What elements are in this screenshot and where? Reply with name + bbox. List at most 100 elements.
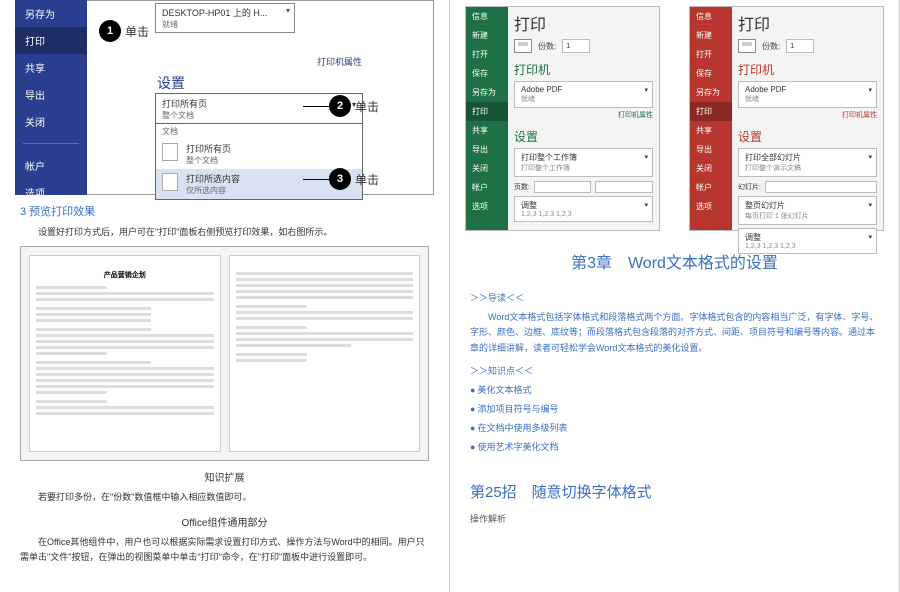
xl-side-info[interactable]: 信息 — [466, 7, 508, 26]
xl-side-share[interactable]: 共享 — [466, 121, 508, 140]
pp-title: 打印 — [738, 11, 877, 35]
sidebar-item-print[interactable]: 打印 — [15, 27, 87, 54]
pp-side-account[interactable]: 帐户 — [690, 178, 732, 197]
analysis-label: 操作解析 — [470, 512, 879, 525]
dual-screenshots: 信息 新建 打开 保存 另存为 打印 共享 导出 关闭 帐户 选项 打印 份数:… — [465, 6, 884, 231]
xl-side-print[interactable]: 打印 — [466, 102, 508, 121]
bullet-3: 在文档中使用多级列表 — [470, 421, 879, 434]
sidebar-item-options[interactable]: 选项 — [15, 179, 87, 206]
pp-printer-label: 打印机 — [738, 61, 877, 78]
pp-slides-row: 幻灯片: — [738, 181, 877, 193]
xl-side-export[interactable]: 导出 — [466, 140, 508, 159]
combo-title: 打印所有页 — [162, 99, 207, 109]
pp-side-export[interactable]: 导出 — [690, 140, 732, 159]
callout-2-label: 单击 — [355, 98, 379, 115]
word-sidebar: 另存为 打印 共享 导出 关闭 帐户 选项 — [15, 0, 87, 195]
knowledge-marker: ＞＞知识点＜＜ — [470, 364, 879, 377]
callout-1-label: 单击 — [125, 23, 149, 40]
xl-settings-label: 设置 — [514, 128, 653, 145]
printer-select[interactable]: DESKTOP-HP01 上的 H... 就绪 — [155, 3, 295, 33]
excel-print-dialog: 信息 新建 打开 保存 另存为 打印 共享 导出 关闭 帐户 选项 打印 份数:… — [465, 6, 660, 231]
bullet-2: 添加项目符号与编号 — [470, 402, 879, 415]
sidebar-item-saveas[interactable]: 另存为 — [15, 0, 87, 27]
xl-pages-label: 页数: — [514, 182, 530, 192]
pp-side-info[interactable]: 信息 — [690, 7, 732, 26]
page-right: 信息 新建 打开 保存 另存为 打印 共享 导出 关闭 帐户 选项 打印 份数:… — [450, 0, 900, 592]
sidebar-item-account[interactable]: 帐户 — [15, 152, 87, 179]
page-left: 另存为 打印 共享 导出 关闭 帐户 选项 DESKTOP-HP01 上的 H.… — [0, 0, 450, 592]
pp-side-close[interactable]: 关闭 — [690, 159, 732, 178]
pp-copies-label: 份数: — [762, 41, 780, 52]
pp-slides-input[interactable] — [765, 181, 877, 193]
pp-printer-props[interactable]: 打印机属性 — [738, 110, 877, 120]
xl-title: 打印 — [514, 11, 653, 35]
printer-props-link[interactable]: 打印机属性 — [317, 55, 362, 68]
pp-side-save[interactable]: 保存 — [690, 64, 732, 83]
pp-side-print[interactable]: 打印 — [690, 102, 732, 121]
menu-item-allpages[interactable]: 打印所有页 整个文档 — [156, 139, 362, 169]
pp-printer-select[interactable]: Adobe PDF 就绪 — [738, 81, 877, 108]
section-3-text: 设置好打印方式后，用户可在"打印"面板右侧预览打印效果，如右图所示。 — [20, 225, 429, 240]
xl-printer-select[interactable]: Adobe PDF 就绪 — [514, 81, 653, 108]
xl-side-saveas[interactable]: 另存为 — [466, 83, 508, 102]
pp-scope-select[interactable]: 打印全部幻灯片 打印整个演示文稿 — [738, 148, 877, 177]
pp-side-open[interactable]: 打开 — [690, 45, 732, 64]
xl-side-save[interactable]: 保存 — [466, 64, 508, 83]
xl-scope-select[interactable]: 打印整个工作簿 打印整个工作簿 — [514, 148, 653, 177]
pp-side-new[interactable]: 新建 — [690, 26, 732, 45]
xl-side-account[interactable]: 帐户 — [466, 178, 508, 197]
excel-main: 打印 份数: 1 打印机 Adobe PDF 就绪 打印机属性 设置 打印整个工… — [508, 7, 659, 230]
menu-heading: 文档 — [156, 124, 362, 139]
printer-state: 就绪 — [162, 20, 178, 29]
ppt-print-dialog: 信息 新建 打开 保存 另存为 打印 共享 导出 关闭 帐户 选项 打印 份数:… — [689, 6, 884, 231]
word-print-dialog: 另存为 打印 共享 导出 关闭 帐户 选项 DESKTOP-HP01 上的 H.… — [15, 0, 434, 195]
ppt-main: 打印 份数: 1 打印机 Adobe PDF 就绪 打印机属性 设置 打印全部幻… — [732, 7, 883, 230]
bullet-4: 使用艺术字美化文档 — [470, 440, 879, 453]
pp-side-share[interactable]: 共享 — [690, 121, 732, 140]
xl-copies-input[interactable]: 1 — [562, 39, 590, 53]
pp-layout-select[interactable]: 整页幻灯片 每页打印 1 张幻灯片 — [738, 196, 877, 225]
intro-marker: ＞＞导读＜＜ — [470, 291, 879, 304]
xl-side-new[interactable]: 新建 — [466, 26, 508, 45]
pp-side-options[interactable]: 选项 — [690, 197, 732, 216]
printer-name: DESKTOP-HP01 上的 H... — [162, 8, 267, 18]
xl-collate-select[interactable]: 调整 1,2,3 1,2,3 1,2,3 — [514, 196, 653, 222]
xl-pages-from[interactable] — [534, 181, 592, 193]
pp-side-saveas[interactable]: 另存为 — [690, 83, 732, 102]
xl-pages-row: 页数: — [514, 181, 653, 193]
callout-2: 2 单击 — [303, 95, 379, 117]
callout-1-circle: 1 — [99, 20, 121, 42]
preview-doc-title: 产品营销企划 — [36, 270, 214, 280]
xl-side-options[interactable]: 选项 — [466, 197, 508, 216]
preview-page-1: 产品营销企划 — [29, 255, 221, 452]
knowledge-expand-title: 知识扩展 — [20, 469, 429, 484]
ppt-sidebar: 信息 新建 打开 保存 另存为 打印 共享 导出 关闭 帐户 选项 — [690, 7, 732, 230]
xl-printer-label: 打印机 — [514, 61, 653, 78]
print-preview-box: 产品营销企划 — [20, 246, 429, 461]
printer-icon[interactable] — [738, 39, 756, 53]
excel-sidebar: 信息 新建 打开 保存 另存为 打印 共享 导出 关闭 帐户 选项 — [466, 7, 508, 230]
sidebar-item-export[interactable]: 导出 — [15, 81, 87, 108]
pp-copies-input[interactable]: 1 — [786, 39, 814, 53]
pp-collate-select[interactable]: 调整 1,2,3 1,2,3 1,2,3 — [738, 228, 877, 254]
sidebar-item-close[interactable]: 关闭 — [15, 108, 87, 135]
xl-side-open[interactable]: 打开 — [466, 45, 508, 64]
callout-1: 1 单击 — [99, 20, 149, 42]
callout-2-circle: 2 — [329, 95, 351, 117]
xl-pages-to[interactable] — [595, 181, 653, 193]
knowledge-expand-text: 若要打印多份，在"份数"数值框中输入相应数值即可。 — [20, 490, 429, 505]
office-common-title: Office组件通用部分 — [20, 514, 429, 529]
preview-page-2 — [229, 255, 421, 452]
xl-side-close[interactable]: 关闭 — [466, 159, 508, 178]
printer-icon[interactable] — [514, 39, 532, 53]
pp-settings-label: 设置 — [738, 128, 877, 145]
office-common-text: 在Office其他组件中，用户也可以根据实际需求设置打印方式、操作方法与Word… — [20, 535, 429, 566]
bullet-1: 美化文本格式 — [470, 383, 879, 396]
callout-3: 3 单击 — [303, 168, 379, 190]
trick-25-title: 第25招 随意切换字体格式 — [470, 481, 879, 502]
settings-label: 设置 — [157, 73, 185, 93]
xl-printer-props[interactable]: 打印机属性 — [514, 110, 653, 120]
pp-slides-label: 幻灯片: — [738, 182, 761, 192]
sidebar-item-share[interactable]: 共享 — [15, 54, 87, 81]
xl-copies-label: 份数: — [538, 41, 556, 52]
